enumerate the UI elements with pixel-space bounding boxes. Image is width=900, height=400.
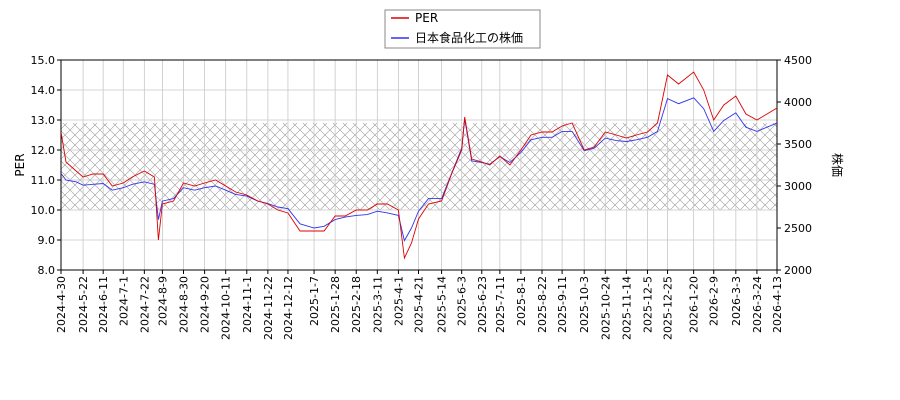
right-tick-label: 3000	[784, 180, 812, 193]
left-tick-label: 9.0	[38, 234, 56, 247]
right-axis: 2000 2500 3000 3500 4000 4500	[777, 54, 812, 277]
x-tick-label: 2025-4-1	[392, 276, 405, 326]
left-tick-label: 13.0	[31, 114, 56, 127]
x-tick-label: 2024-8-9	[156, 276, 169, 326]
x-tick-label: 2025-11-14	[620, 276, 633, 340]
x-tick-label: 2025-3-11	[371, 276, 384, 333]
x-tick-label: 2025-10-3	[578, 276, 591, 333]
x-tick-label: 2024-9-20	[199, 276, 212, 333]
x-axis: 2024-4-30 2024-5-22 2024-6-11 2024-7-1 2024-…	[55, 270, 784, 340]
x-tick-label: 2025-8-22	[536, 276, 549, 333]
x-tick-label: 2026-2-9	[708, 276, 721, 326]
x-tick-label: 2024-7-1	[117, 276, 130, 326]
x-tick-label: 2024-8-30	[178, 276, 191, 333]
series-line-per	[61, 71, 777, 260]
x-tick-label: 2025-12-5	[641, 276, 654, 333]
legend: PER 日本食品化工の株価	[384, 9, 541, 49]
left-axis-label: PER	[13, 153, 27, 176]
x-tick-label: 2025-8-1	[515, 276, 528, 326]
x-tick-label: 2024-7-22	[138, 276, 151, 333]
x-tick-label: 2025-4-21	[412, 276, 425, 333]
x-tick-label: 2025-6-3	[456, 276, 469, 326]
x-tick-label: 2025-9-11	[556, 276, 569, 333]
right-tick-label: 2000	[784, 264, 812, 277]
right-tick-label: 4000	[784, 96, 812, 109]
x-tick-label: 2024-11-22	[262, 276, 275, 340]
legend-label-per: PER	[415, 11, 438, 25]
x-tick-label: 2024-11-1	[241, 276, 254, 333]
x-tick-label: 2024-4-30	[55, 276, 68, 333]
right-tick-label: 2500	[784, 222, 812, 235]
x-tick-label: 2025-10-24	[599, 276, 612, 340]
x-tick-label: 2024-12-12	[282, 276, 295, 340]
x-tick-label: 2025-12-25	[662, 276, 675, 340]
x-tick-label: 2025-6-23	[476, 276, 489, 333]
left-axis: 8.0 9.0 10.0 11.0 12.0 13.0 14.0 15.0	[31, 54, 61, 277]
right-tick-label: 3500	[784, 138, 812, 151]
x-tick-label: 2026-3-24	[751, 276, 764, 333]
x-tick-label: 2026-4-13	[771, 276, 784, 333]
left-tick-label: 11.0	[31, 174, 56, 187]
left-tick-label: 8.0	[38, 264, 56, 277]
plot-frame	[60, 59, 778, 271]
x-tick-label: 2026-1-20	[688, 276, 701, 333]
x-tick-label: 2024-6-11	[97, 276, 110, 333]
right-axis-label: 株価	[830, 153, 845, 177]
x-tick-label: 2024-10-11	[220, 276, 233, 340]
x-tick-label: 2024-5-22	[77, 276, 90, 333]
left-tick-label: 10.0	[31, 204, 56, 217]
x-tick-label: 2025-2-18	[350, 276, 363, 333]
left-tick-label: 14.0	[31, 84, 56, 97]
x-tick-label: 2025-5-14	[436, 276, 449, 333]
right-tick-label: 4500	[784, 54, 812, 67]
left-tick-label: 12.0	[31, 144, 56, 157]
reference-band	[61, 123, 777, 210]
series-line-stock-price	[61, 97, 777, 242]
x-tick-label: 2025-1-7	[308, 276, 321, 326]
legend-box	[384, 9, 541, 49]
legend-label-stock-price: 日本食品化工の株価	[415, 30, 523, 45]
x-tick-label: 2026-3-3	[730, 276, 743, 326]
left-tick-label: 15.0	[31, 54, 56, 67]
x-tick-label: 2025-7-11	[494, 276, 507, 333]
x-tick-label: 2025-1-28	[329, 276, 342, 333]
